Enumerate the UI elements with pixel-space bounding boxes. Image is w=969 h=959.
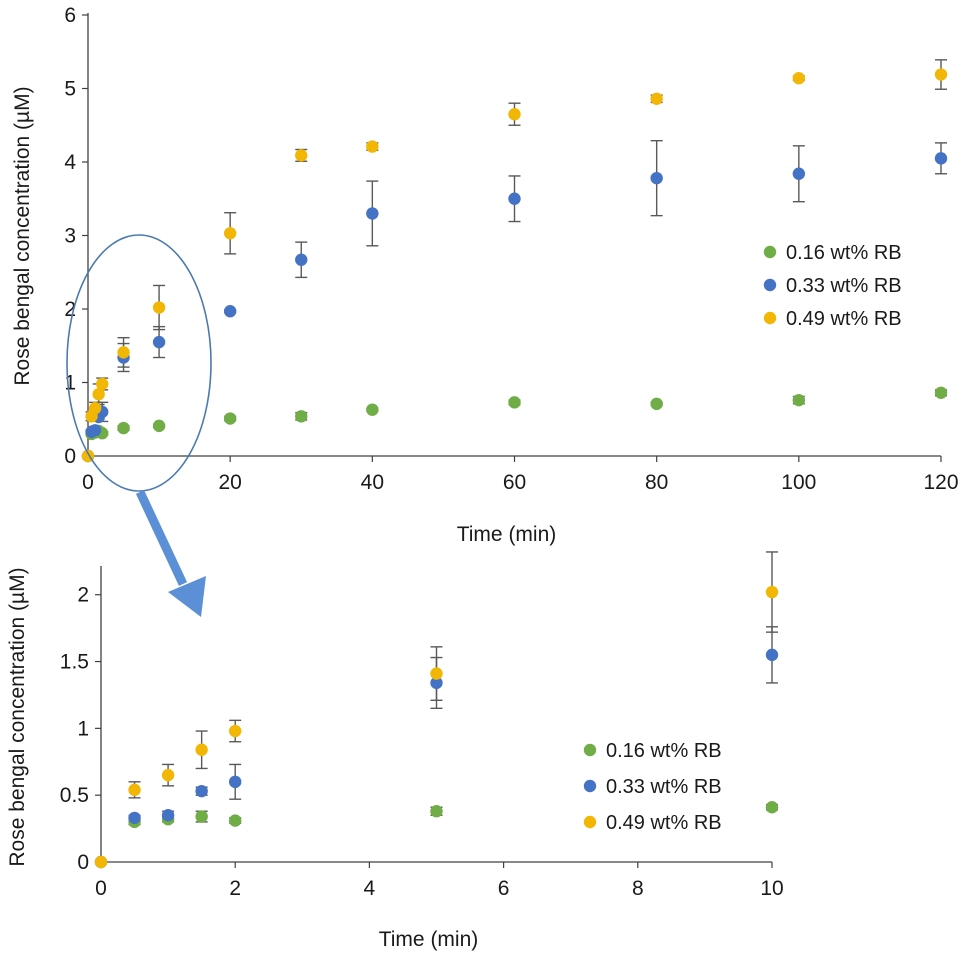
- zoom-x-tick-label: 2: [229, 877, 241, 900]
- zoom-legend-label-1: 0.33 wt% RB: [606, 776, 722, 798]
- main-series-2-point: [366, 140, 379, 153]
- main-series-0-point: [117, 421, 130, 435]
- main-x-tick-label: 60: [503, 471, 526, 494]
- main-y-tick-label: 5: [64, 78, 76, 101]
- zoom-legend-label-0: 0.16 wt% RB: [606, 740, 722, 762]
- zoom-x-axis-title: Time (min): [379, 928, 479, 951]
- main-series-1-point: [223, 305, 237, 318]
- main-series-2-point: [152, 301, 166, 314]
- main-series-0-point: [223, 412, 237, 425]
- main-x-tick-label: 100: [781, 471, 816, 494]
- main-series-1-point: [650, 171, 663, 185]
- zoom-series-2-point: [161, 768, 175, 782]
- zoom-x-tick-label: 6: [498, 877, 510, 900]
- main-legend-marker-2: [763, 311, 777, 325]
- zoom-series-2-point: [229, 724, 242, 738]
- main-y-tick-label: 1: [64, 372, 76, 395]
- zoom-legend-marker-2: [583, 815, 597, 829]
- main-series-1-point: [508, 192, 521, 205]
- zoom-y-tick-label: 2: [77, 584, 89, 607]
- main-x-tick-label: 20: [218, 471, 241, 494]
- zoom-series-1-point: [229, 775, 242, 789]
- zoom-y-tick-label: 1: [77, 717, 89, 740]
- main-series-0-point: [934, 386, 948, 399]
- main-series-1-point: [295, 253, 308, 266]
- zoom-arrow-head: [168, 576, 206, 617]
- zoom-x-tick-label: 0: [95, 877, 107, 900]
- main-y-tick-label: 6: [64, 4, 76, 27]
- zoom-x-tick-label: 8: [632, 877, 644, 900]
- zoom-series-0-point: [765, 801, 779, 814]
- main-legend-label-2: 0.49 wt% RB: [786, 308, 902, 330]
- zoom-y-tick-label: 0.5: [60, 784, 89, 807]
- main-series-1-point: [792, 167, 806, 180]
- zoom-arrow-shaft: [135, 490, 188, 586]
- zoom-y-tick-label: 0: [77, 851, 89, 874]
- main-x-tick-label: 40: [361, 471, 384, 494]
- zoom-highlight-ellipse: [66, 234, 212, 492]
- main-series-0-point: [366, 403, 379, 416]
- main-y-tick-label: 4: [64, 151, 76, 174]
- main-series-1-point: [934, 152, 948, 165]
- zoom-y-tick-label: 1.5: [60, 651, 89, 674]
- zoom-x-tick-label: 10: [760, 877, 783, 900]
- main-legend-marker-0: [763, 245, 777, 259]
- zoom-series-2-point: [128, 783, 141, 797]
- main-legend-label-0: 0.16 wt% RB: [786, 242, 902, 264]
- zoom-series-0-point: [195, 810, 208, 823]
- main-series-1-point: [366, 207, 379, 220]
- main-y-axis-title: Rose bengal concentration (µM): [11, 86, 34, 385]
- zoom-series-2-point: [195, 743, 208, 756]
- zoom-y-axis-title: Rose bengal concentration (µM): [6, 567, 29, 866]
- main-series-2-point: [92, 388, 105, 401]
- zoom-series-0-point: [229, 814, 242, 827]
- main-x-axis-title: Time (min): [457, 523, 557, 546]
- main-y-tick-label: 0: [64, 445, 76, 468]
- zoom-chart-panel: 0 0.5 1 1.5 2 0 2 4 6 8 10 Time (min) Rose bengal co…: [6, 551, 784, 951]
- main-series-1-point: [88, 424, 102, 437]
- main-series-0-point: [508, 396, 521, 409]
- zoom-legend-marker-1: [583, 779, 597, 793]
- main-series-2-point: [117, 346, 130, 359]
- main-series-2-point: [223, 227, 237, 240]
- zoom-legend-marker-0: [583, 743, 597, 757]
- zoom-series-1-point: [128, 811, 141, 825]
- main-legend-marker-1: [763, 278, 777, 292]
- main-x-tick-label: 120: [923, 471, 958, 494]
- main-x-tick-label: 80: [645, 471, 668, 494]
- main-legend-label-1: 0.33 wt% RB: [786, 275, 902, 297]
- main-series-0-point: [152, 419, 166, 433]
- zoom-x-tick-label: 4: [364, 877, 376, 900]
- zoom-series-0-point: [430, 805, 443, 818]
- main-series-2-point: [88, 402, 102, 415]
- main-x-tick-label: 0: [82, 471, 94, 494]
- main-series-1-point: [152, 335, 166, 349]
- main-series-2-point: [792, 72, 806, 85]
- zoom-series-1-point: [195, 784, 208, 798]
- zoom-series-1-point: [430, 676, 443, 690]
- main-series-2-point: [650, 92, 663, 105]
- zoom-series-2-point: [430, 667, 443, 680]
- main-series-0-point: [650, 397, 663, 411]
- zoom-legend-label-2: 0.49 wt% RB: [606, 812, 722, 834]
- main-series-2-point: [934, 68, 948, 81]
- main-series-2-point: [96, 377, 109, 391]
- main-series-2-point: [295, 149, 308, 162]
- zoom-series-2-point: [94, 855, 108, 869]
- zoom-series-2-point: [765, 585, 779, 599]
- zoom-callout: [66, 234, 212, 617]
- zoom-series-1-point: [765, 648, 779, 662]
- main-y-tick-label: 3: [64, 225, 76, 248]
- main-series-2-point: [508, 108, 521, 121]
- main-series-0-point: [792, 393, 806, 407]
- main-y-tick-label: 2: [64, 298, 76, 321]
- main-series-0-point: [295, 410, 308, 423]
- zoom-series-1-point: [161, 809, 175, 822]
